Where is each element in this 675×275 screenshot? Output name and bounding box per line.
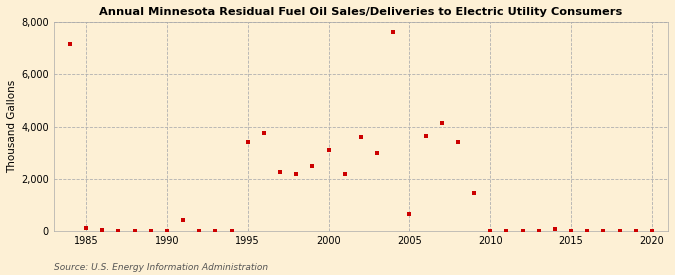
Point	[452, 140, 463, 144]
Point	[226, 229, 237, 233]
Point	[566, 229, 576, 233]
Point	[388, 30, 399, 35]
Point	[420, 133, 431, 138]
Point	[404, 212, 415, 216]
Point	[129, 229, 140, 233]
Text: Source: U.S. Energy Information Administration: Source: U.S. Energy Information Administ…	[54, 263, 268, 272]
Point	[275, 170, 286, 175]
Point	[113, 229, 124, 233]
Point	[356, 135, 367, 139]
Point	[145, 229, 156, 233]
Point	[307, 164, 318, 168]
Point	[501, 229, 512, 233]
Y-axis label: Thousand Gallons: Thousand Gallons	[7, 80, 17, 173]
Point	[517, 229, 528, 233]
Point	[647, 229, 657, 233]
Point	[468, 191, 479, 196]
Point	[598, 229, 609, 233]
Point	[80, 226, 91, 230]
Point	[549, 227, 560, 231]
Point	[323, 148, 334, 152]
Point	[194, 229, 205, 233]
Point	[210, 229, 221, 233]
Point	[178, 218, 188, 222]
Point	[485, 229, 495, 233]
Point	[242, 140, 253, 144]
Point	[291, 171, 302, 176]
Point	[533, 229, 544, 233]
Point	[372, 150, 383, 155]
Point	[340, 171, 350, 176]
Point	[65, 42, 76, 46]
Point	[97, 228, 107, 233]
Point	[630, 229, 641, 233]
Point	[259, 131, 269, 135]
Point	[161, 229, 172, 233]
Point	[436, 120, 447, 125]
Point	[582, 229, 593, 233]
Title: Annual Minnesota Residual Fuel Oil Sales/Deliveries to Electric Utility Consumer: Annual Minnesota Residual Fuel Oil Sales…	[99, 7, 622, 17]
Point	[614, 229, 625, 233]
